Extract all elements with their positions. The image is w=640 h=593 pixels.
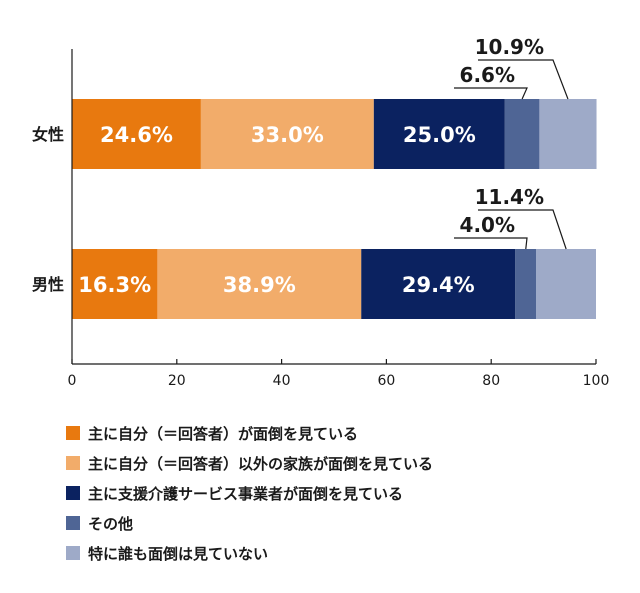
legend-label-2: 主に支援介護サービス事業者が面倒を見ている — [88, 484, 404, 503]
legend-item-1: 主に自分（＝回答者）以外の家族が面倒を見ている — [66, 448, 433, 478]
x-tick-label-1: 20 — [168, 373, 186, 389]
legend-swatch-3 — [66, 516, 80, 530]
bar-segment-0-2 — [373, 99, 505, 169]
data-label-1-0: 16.3% — [78, 273, 151, 297]
legend-label-1: 主に自分（＝回答者）以外の家族が面倒を見ている — [88, 454, 434, 473]
bar-segment-1-0 — [72, 249, 158, 319]
legend-label-4: 特に誰も面倒は見ていない — [88, 544, 269, 563]
callout-line-1-4 — [478, 209, 567, 250]
bar-segment-1-2 — [361, 249, 516, 319]
callout-line-0-4 — [478, 59, 569, 100]
x-tick-label-5: 100 — [583, 373, 610, 389]
legend-item-2: 主に支援介護サービス事業者が面倒を見ている — [66, 478, 433, 508]
legend-swatch-1 — [66, 456, 80, 470]
x-tick-label-2: 40 — [273, 373, 291, 389]
stacked-bar-chart: 24.6% 33.0% 25.0% 6.6% 10.9% 16.3% 38.9% 29.4% 4… — [32, 35, 610, 389]
data-label-1-1: 38.9% — [223, 273, 296, 297]
data-label-0-0: 24.6% — [100, 123, 173, 147]
bar-segment-0-0 — [72, 99, 201, 169]
x-tick-label-4: 80 — [482, 373, 500, 389]
legend-label-3: その他 — [88, 514, 134, 533]
bar-segment-1-3 — [515, 249, 537, 319]
bar-segment-0-4 — [539, 99, 597, 169]
data-label-1-4: 11.4% — [475, 185, 544, 209]
data-label-0-1: 33.0% — [251, 123, 324, 147]
legend-item-4: 特に誰も面倒は見ていない — [66, 538, 433, 568]
legend-item-3: その他 — [66, 508, 433, 538]
x-tick-label-0: 0 — [68, 373, 77, 389]
x-tick-label-3: 60 — [377, 373, 395, 389]
bar-segment-1-4 — [536, 249, 596, 319]
data-label-0-3: 6.6% — [460, 63, 515, 87]
category-label-0: 女性 — [32, 125, 64, 144]
legend-swatch-2 — [66, 486, 80, 500]
data-label-1-3: 4.0% — [460, 213, 515, 237]
data-label-1-2: 29.4% — [402, 273, 475, 297]
chart-legend: 主に自分（＝回答者）が面倒を見ている主に自分（＝回答者）以外の家族が面倒を見てい… — [66, 418, 433, 568]
bar-segment-0-3 — [504, 99, 540, 169]
legend-swatch-0 — [66, 426, 80, 440]
bar-segment-1-1 — [157, 249, 362, 319]
data-label-0-2: 25.0% — [403, 123, 476, 147]
legend-item-0: 主に自分（＝回答者）が面倒を見ている — [66, 418, 433, 448]
callout-line-0-3 — [454, 87, 528, 100]
callout-line-1-3 — [454, 237, 528, 250]
legend-label-0: 主に自分（＝回答者）が面倒を見ている — [88, 424, 359, 443]
legend-swatch-4 — [66, 546, 80, 560]
data-label-0-4: 10.9% — [475, 35, 544, 59]
bar-segment-0-1 — [200, 99, 374, 169]
category-label-1: 男性 — [32, 275, 64, 294]
